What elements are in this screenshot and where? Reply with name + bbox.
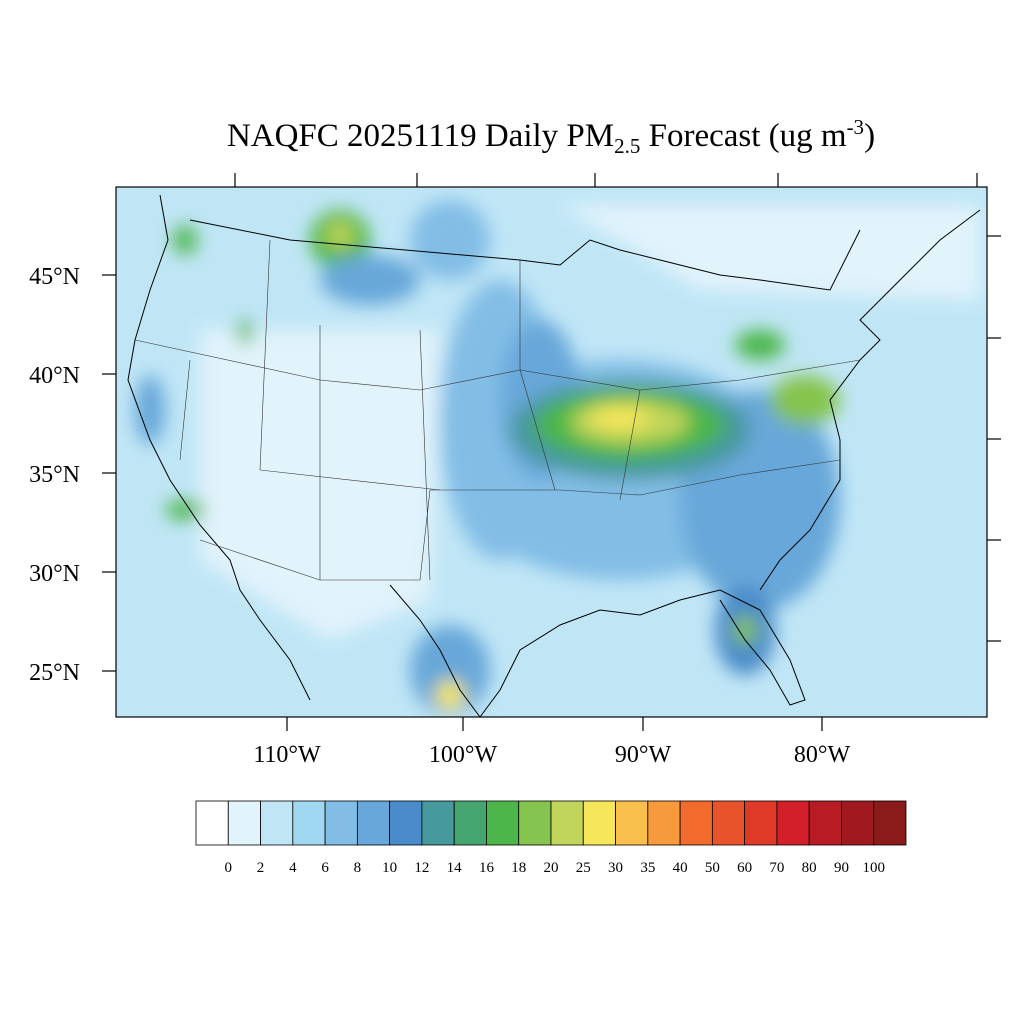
colorbar-box (550, 800, 584, 846)
colorbar-box (486, 800, 520, 846)
axis-labels: 45°N 40°N 35°N 30°N 25°N 110°W 100°W 90°W 80°W (29, 264, 850, 768)
pm25-field (116, 187, 987, 717)
colorbar-box (453, 800, 487, 846)
colorbar-box (582, 800, 616, 846)
colorbar-box (260, 800, 294, 846)
colorbar-label: 2 (257, 860, 265, 876)
state-lines (134, 239, 861, 581)
title-part: -3 (847, 115, 865, 139)
lat-label: 35°N (29, 462, 80, 488)
colorbar-box (841, 800, 875, 846)
colorbar-label: 6 (321, 860, 329, 876)
colorbar-label: 60 (737, 860, 752, 876)
colorbar-box (679, 800, 713, 846)
coastline (127, 194, 981, 717)
colorbar-box (615, 800, 649, 846)
colorbar-label: 40 (673, 860, 688, 876)
colorbar-label: 20 (544, 860, 559, 876)
colorbar-box (389, 800, 423, 846)
colorbar-box (292, 800, 326, 846)
colorbar-label: 18 (511, 860, 526, 876)
title-part: ) (864, 118, 875, 154)
colorbar-label: 14 (447, 860, 463, 876)
colorbar-label: 16 (479, 860, 495, 876)
lat-label: 30°N (29, 561, 80, 587)
colorbar-box (421, 800, 455, 846)
title-part: Forecast (ug m (640, 118, 847, 154)
colorbar-box (324, 800, 358, 846)
lon-label: 110°W (253, 742, 321, 768)
lon-label: 80°W (794, 742, 851, 768)
title: NAQFC 20251119 Daily PM2.5 Forecast (ug … (227, 115, 875, 158)
colorbar-label: 50 (705, 860, 720, 876)
colorbar-label: 0 (225, 860, 233, 876)
colorbar-label: 12 (414, 860, 429, 876)
colorbar-box (711, 800, 746, 846)
colorbar: 0 2 4 6 8 10 12 14 16 18 20 25 30 35 40 50 60 70 80 90 100 (195, 800, 907, 876)
colorbar-label: 70 (769, 860, 784, 876)
colorbar-label: 80 (802, 860, 817, 876)
lat-label: 40°N (29, 363, 80, 389)
colorbar-label: 4 (289, 860, 297, 876)
lat-label: 25°N (29, 660, 80, 686)
colorbar-label: 30 (608, 860, 623, 876)
map-frame (115, 186, 988, 718)
title-part: NAQFC 20251119 Daily PM (227, 118, 614, 154)
colorbar-label: 8 (354, 860, 362, 876)
colorbar-box (195, 800, 229, 846)
colorbar-box (776, 800, 810, 846)
colorbar-box (808, 800, 842, 846)
lat-label: 45°N (29, 264, 80, 290)
colorbar-label: 90 (834, 860, 849, 876)
colorbar-label: 35 (640, 860, 655, 876)
colorbar-label: 25 (576, 860, 591, 876)
colorbar-box (227, 800, 261, 846)
lon-label: 90°W (615, 742, 672, 768)
colorbar-box (518, 800, 552, 846)
title-part: 2.5 (614, 134, 640, 158)
colorbar-box (744, 800, 778, 846)
colorbar-label: 10 (382, 860, 397, 876)
map-ticks (102, 173, 1001, 731)
colorbar-box (873, 800, 907, 846)
lon-label: 100°W (429, 742, 498, 768)
colorbar-box (356, 800, 391, 846)
colorbar-box (647, 800, 681, 846)
colorbar-label: 100 (862, 860, 885, 876)
